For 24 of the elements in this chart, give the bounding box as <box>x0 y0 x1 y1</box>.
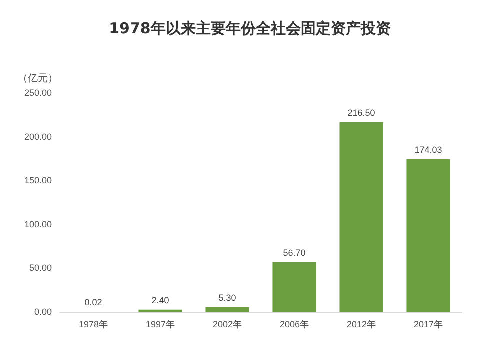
data-label: 216.50 <box>348 108 376 118</box>
data-label: 0.02 <box>84 297 102 308</box>
y-tick-label: 50.00 <box>29 263 52 274</box>
x-tick-label: 1997年 <box>146 320 176 330</box>
y-axis-title: （亿元） <box>18 74 58 84</box>
chart-title: 1978年以来主要年份全社会固定资产投资 <box>109 20 391 38</box>
y-tick-label: 250.00 <box>24 88 52 98</box>
x-tick-label: 2012年 <box>346 320 376 330</box>
bar <box>206 307 250 312</box>
y-tick-label: 150.00 <box>24 176 52 186</box>
bar <box>406 160 450 312</box>
x-tick-label: 1978年 <box>78 320 108 330</box>
x-tick-label: 2002年 <box>212 320 242 330</box>
data-label: 174.03 <box>414 145 442 156</box>
bar <box>272 262 316 312</box>
data-label: 5.30 <box>218 292 236 303</box>
x-tick-label: 2017年 <box>414 320 444 330</box>
y-tick-label: 0.00 <box>34 307 52 317</box>
y-tick-label: 200.00 <box>24 132 52 142</box>
y-tick-label: 100.00 <box>24 219 52 230</box>
x-tick-label: 2006年 <box>280 320 310 330</box>
bar <box>340 122 384 312</box>
data-label: 56.70 <box>283 248 306 258</box>
data-label: 2.40 <box>152 295 170 306</box>
